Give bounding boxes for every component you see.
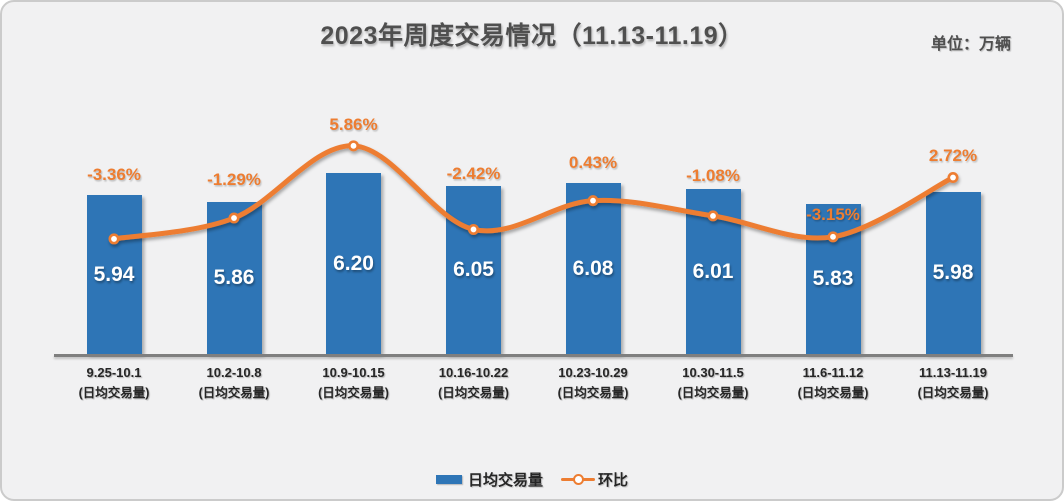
- pct-change-label: -3.36%: [87, 165, 141, 184]
- x-axis-label-note: (日均交易量): [198, 386, 270, 400]
- line-data-point-marker: [347, 140, 359, 152]
- unit-label: 单位：万辆: [930, 36, 1011, 53]
- pct-change-label: -1.29%: [207, 170, 261, 189]
- pct-change-label: -2.42%: [446, 164, 501, 183]
- pct-change-label: -1.08%: [686, 166, 740, 185]
- bar-value-label: 6.05: [453, 258, 494, 281]
- legend-line-label: 环比: [598, 471, 629, 489]
- x-axis-label-note: (日均交易量): [438, 386, 509, 400]
- bar-value-label: 5.94: [93, 262, 135, 286]
- bar-value-label: 6.08: [572, 256, 614, 280]
- x-axis-line: [54, 354, 1013, 357]
- legend: 日均交易量 环比: [2, 469, 1062, 489]
- x-axis-label: 11.6-11.12 (日均交易量): [766, 363, 900, 403]
- x-axis-label: 10.9-10.15 (日均交易量): [287, 363, 421, 403]
- x-axis-label-note: (日均交易量): [78, 386, 150, 400]
- x-axis-label-range: 10.9-10.15: [322, 365, 385, 380]
- x-axis-label: 9.25-10.1 (日均交易量): [47, 363, 181, 403]
- x-axis-label-range: 10.23-10.29: [558, 365, 628, 380]
- bar-value-label: 5.98: [932, 260, 974, 284]
- bar-value-label: 5.83: [812, 267, 854, 291]
- legend-line-dot-icon: [573, 473, 584, 485]
- x-axis-label: 10.30-11.5 (日均交易量): [646, 363, 780, 403]
- x-axis-label: 11.13-11.19 (日均交易量): [886, 363, 1020, 403]
- legend-line-marker-icon: [561, 473, 595, 485]
- line-data-point-marker: [947, 172, 959, 184]
- x-axis-label-note: (日均交易量): [797, 386, 869, 400]
- pct-change-label: 2.72%: [928, 146, 978, 165]
- x-axis-label: 10.2-10.8 (日均交易量): [167, 363, 301, 403]
- legend-bar-label: 日均交易量: [467, 471, 543, 489]
- x-axis-label-range: 10.2-10.8: [206, 365, 262, 380]
- x-axis-label-range: 9.25-10.1: [86, 365, 142, 380]
- x-axis-label-note: (日均交易量): [917, 386, 989, 400]
- pct-change-label: 0.43%: [568, 153, 618, 172]
- x-axis-label-range: 10.30-11.5: [682, 365, 744, 380]
- chart-title: 2023年周度交易情况（11.13-11.19）: [320, 22, 744, 50]
- x-axis-label-range: 11.13-11.19: [919, 365, 987, 380]
- x-axis-label-range: 10.16-10.22: [438, 365, 509, 380]
- x-axis-label-range: 11.6-11.12: [802, 365, 864, 380]
- x-axis-label-note: (日均交易量): [677, 386, 749, 400]
- x-axis-label-note: (日均交易量): [557, 386, 629, 400]
- x-axis-label: 10.23-10.29 (日均交易量): [526, 363, 660, 403]
- x-axis-label-note: (日均交易量): [318, 386, 389, 400]
- pct-change-label: -3.15%: [806, 205, 860, 224]
- bar-value-label: 6.01: [692, 259, 734, 283]
- bar-value-label: 5.86: [213, 265, 255, 289]
- bar-value-label: 6.20: [333, 251, 374, 275]
- x-axis-label: 10.16-10.22 (日均交易量): [407, 363, 541, 403]
- pct-change-label: 5.86%: [329, 115, 378, 134]
- legend-bar-swatch-icon: [435, 474, 462, 484]
